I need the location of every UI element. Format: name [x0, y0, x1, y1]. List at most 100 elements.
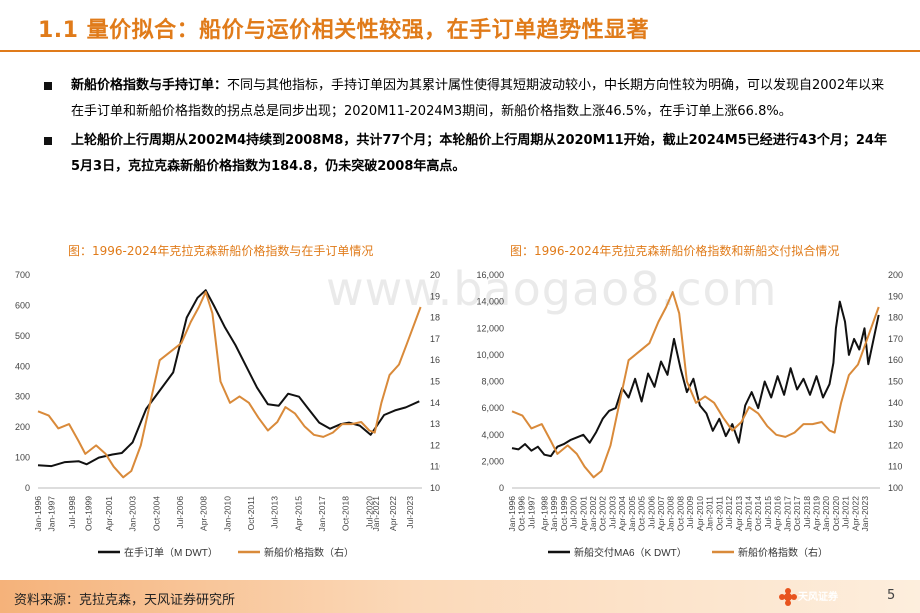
y-right-tick-label: 190 — [888, 291, 903, 301]
y-left-tick-label: 400 — [15, 361, 30, 371]
x-tick-label: Apr-2016 — [773, 496, 783, 531]
legend-label: 新船价格指数（右） — [738, 546, 828, 559]
x-tick-label: Oct-2020 — [831, 496, 841, 531]
x-tick-label: Jan-2021 — [371, 496, 381, 532]
y-right-tick-label: 110 — [888, 462, 902, 472]
x-tick-label: Jul-2012 — [724, 496, 734, 529]
x-tick-label: Apr-2022 — [850, 496, 860, 531]
x-tick-label: Oct-2011 — [246, 496, 256, 531]
y-right-tick-label: 160 — [430, 355, 440, 365]
x-tick-label: Jul-2020 — [364, 496, 374, 529]
y-right-tick-label: 170 — [430, 334, 440, 344]
bullet-square-icon — [44, 137, 52, 145]
x-tick-label: Jul-2021 — [841, 496, 851, 529]
x-tick-label: Jan-2020 — [821, 496, 831, 532]
chart-deliveries: 0 2,000 4,000 6,000 8,000 10,000 12,000 14,000 1… — [476, 270, 903, 559]
y-left-tick-label: 2,000 — [481, 456, 504, 466]
x-tick-label: Jul-2003 — [607, 496, 617, 529]
x-tick-label: Jul-2006 — [646, 496, 656, 529]
x-tick-label: Jul-2013 — [270, 496, 280, 529]
x-tick-label: Jan-1999 — [549, 496, 559, 532]
x-tick-label: Apr-2007 — [656, 496, 666, 531]
bullet-list: 新船价格指数与手持订单：不同与其他指标，手持订单因为其累计属性使得其短期波动较小… — [44, 73, 894, 183]
flower-logo-icon — [779, 588, 797, 606]
y-left-tick-label: 12,000 — [476, 323, 504, 333]
bullet-item: 上轮船价上行周期从2002M4持续到2008M8，共计77个月；本轮船价上行周期… — [44, 128, 894, 180]
y-right-tick-label: 140 — [888, 398, 903, 408]
x-tick-label: Apr-2008 — [199, 496, 209, 531]
y-left-tick-label: 4,000 — [481, 430, 504, 440]
x-tick-label: Jan-1996 — [33, 496, 43, 532]
x-tick-label: Oct-2011 — [714, 496, 724, 531]
series-line — [511, 300, 880, 458]
y-left-tick-label: 200 — [15, 422, 30, 432]
y-left-tick-label: 14,000 — [476, 297, 504, 307]
y-right-tick-label: 120 — [888, 440, 903, 450]
x-tick-label: Apr-2019 — [812, 496, 822, 531]
x-tick-label: Oct-2014 — [753, 496, 763, 531]
x-tick-label: Oct-2005 — [637, 496, 647, 531]
company-logo: 天风证券 — [778, 586, 868, 608]
y-left-tick-label: 100 — [15, 453, 30, 463]
x-tick-label: Jul-2006 — [175, 496, 185, 529]
legend-label: 新船交付MA6（K DWT） — [574, 546, 687, 559]
x-tick-label: Jul-2000 — [569, 496, 579, 529]
bullet-bold-text: 上轮船价上行周期从2002M4持续到2008M8，共计77个月；本轮船价上行周期… — [71, 133, 887, 174]
x-tick-label: Oct-2004 — [151, 496, 161, 531]
x-tick-label: Jan-2017 — [782, 496, 792, 532]
y-right-tick-label: 180 — [888, 313, 903, 323]
series-line — [511, 291, 880, 479]
y-left-tick-label: 700 — [15, 270, 30, 280]
y-left-tick-label: 6,000 — [481, 403, 504, 413]
x-tick-label: Jan-2002 — [588, 496, 598, 532]
y-left-tick-label: 0 — [499, 483, 504, 493]
x-tick-label: Jan-2017 — [317, 496, 327, 532]
footer: 资料来源：克拉克森，天风证券研究所 天风证券 5 — [0, 580, 920, 613]
x-tick-label: Jan-1997 — [47, 496, 57, 532]
x-tick-label: Jul-1998 — [67, 496, 77, 529]
logo-text: 天风证券 — [798, 592, 838, 603]
bullet-square-icon — [44, 82, 52, 90]
x-tick-label: Jan-1996 — [507, 496, 517, 532]
x-tick-label: Jan-2014 — [743, 496, 753, 532]
x-tick-label: Jul-2023 — [405, 496, 415, 529]
y-right-tick-label: 200 — [430, 270, 440, 280]
y-right-tick-label: 130 — [430, 419, 440, 429]
series-line — [37, 289, 420, 468]
x-tick-label: Apr-2013 — [734, 496, 744, 531]
footer-source: 资料来源：克拉克森，天风证券研究所 — [14, 593, 236, 608]
y-right-tick-label: 100 — [888, 483, 903, 493]
y-right-tick-label: 190 — [430, 291, 440, 301]
y-left-tick-label: 8,000 — [481, 377, 504, 387]
y-right-tick-label: 200 — [888, 270, 903, 280]
x-tick-label: Oct-2017 — [792, 496, 802, 531]
chart-title-right: 图：1996-2024年克拉克森新船价格指数和新船交付拟合情况 — [510, 244, 840, 258]
x-tick-label: Apr-2001 — [104, 496, 114, 531]
y-left-tick-label: 10,000 — [476, 350, 504, 360]
y-left-tick-label: 300 — [15, 392, 30, 402]
y-right-tick-label: 110 — [430, 462, 440, 472]
x-tick-label: Jul-1997 — [526, 496, 536, 529]
bullet-text: 不同与其他指标，手持订单因为其累计属性使得其短期波动较小，中长期方向性较为明确，… — [71, 78, 885, 119]
x-tick-label: Jul-2009 — [685, 496, 695, 529]
chart-orderbook: 0 100 200 300 400 500 600 700 100 110 120 130 140 150… — [15, 270, 440, 559]
x-tick-label: Apr-2004 — [617, 496, 627, 531]
y-left-tick-label: 600 — [15, 300, 30, 310]
y-right-tick-label: 150 — [430, 377, 440, 387]
x-tick-label: Jan-2005 — [627, 496, 637, 532]
x-tick-label: Jan-2023 — [860, 496, 870, 532]
title-divider — [0, 50, 920, 52]
y-right-tick-label: 170 — [888, 334, 903, 344]
y-right-tick-label: 130 — [888, 419, 903, 429]
page-number: 5 — [887, 588, 896, 603]
x-tick-label: Oct-2002 — [598, 496, 608, 531]
x-tick-label: Jan-2003 — [128, 496, 138, 532]
x-tick-label: Apr-2022 — [388, 496, 398, 531]
x-tick-label: Apr-2001 — [578, 496, 588, 531]
x-tick-label: Oct-1999 — [559, 496, 569, 531]
y-right-tick-label: 140 — [430, 398, 440, 408]
x-tick-label: Jul-2015 — [763, 496, 773, 529]
y-left-tick-label: 500 — [15, 331, 30, 341]
series-line — [37, 291, 422, 479]
x-tick-label: Jan-2010 — [222, 496, 232, 532]
